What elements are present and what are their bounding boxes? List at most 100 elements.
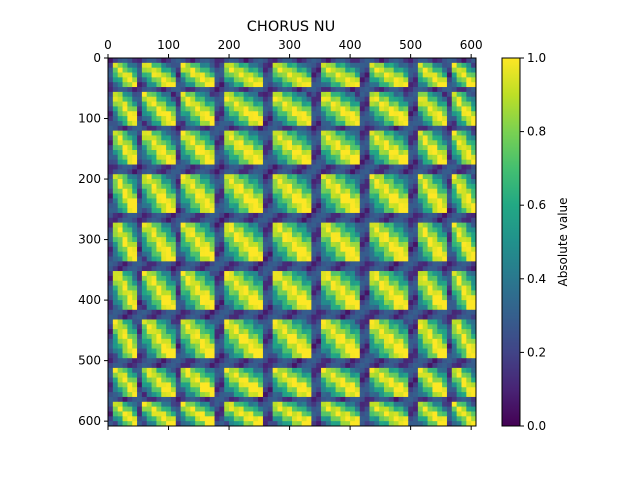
heatmap-cell	[132, 203, 138, 209]
heatmap-cell	[112, 300, 119, 306]
heatmap-cell	[243, 82, 249, 88]
heatmap-cell	[258, 256, 264, 262]
heatmap-cell	[258, 222, 264, 228]
heatmap-cell	[374, 106, 380, 112]
heatmap-cell	[233, 324, 240, 330]
heatmap-cell	[272, 358, 278, 364]
heatmap-cell	[151, 285, 157, 291]
heatmap-cell	[151, 300, 157, 306]
heatmap-cell	[364, 367, 370, 374]
heatmap-cell	[408, 135, 414, 141]
heatmap-cell	[262, 300, 269, 306]
heatmap-cell	[446, 101, 453, 107]
heatmap-cell	[413, 145, 419, 151]
heatmap-cell	[151, 329, 157, 335]
heatmap-cell	[466, 77, 472, 83]
heatmap-cell	[321, 82, 327, 88]
heatmap-cell	[451, 183, 458, 190]
heatmap-cell	[359, 237, 366, 243]
heatmap-cell	[301, 237, 307, 243]
heatmap-cell	[321, 188, 327, 194]
heatmap-cell	[325, 353, 332, 359]
heatmap-cell	[117, 140, 123, 146]
heatmap-cell	[146, 106, 152, 112]
heatmap-cell	[161, 150, 167, 156]
heatmap-cell	[146, 266, 152, 272]
heatmap-cell	[422, 179, 428, 185]
heatmap-cell	[456, 338, 462, 345]
heatmap-cell	[166, 188, 172, 194]
heatmap-cell	[369, 261, 375, 267]
heatmap-cell	[456, 237, 462, 243]
heatmap-cell	[359, 111, 366, 117]
heatmap-cell	[446, 300, 453, 306]
heatmap-cell	[243, 62, 249, 69]
heatmap-cell	[262, 343, 269, 349]
heatmap-cell	[195, 87, 201, 93]
heatmap-cell	[437, 62, 443, 69]
heatmap-cell	[398, 261, 404, 267]
heatmap-cell	[393, 261, 399, 267]
heatmap-cell	[403, 101, 409, 107]
heatmap-cell	[359, 140, 366, 146]
heatmap-cell	[422, 135, 428, 141]
heatmap-cell	[335, 251, 341, 257]
heatmap-cell	[229, 116, 235, 122]
heatmap-cell	[388, 154, 395, 161]
heatmap-cell	[112, 237, 119, 243]
heatmap-cell	[461, 266, 467, 272]
heatmap-cell	[456, 261, 462, 267]
heatmap-cell	[461, 363, 467, 369]
heatmap-cell	[185, 329, 191, 335]
heatmap-cell	[185, 367, 191, 374]
heatmap-cell	[156, 338, 162, 345]
heatmap-cell	[229, 174, 235, 180]
heatmap-cell	[127, 237, 133, 243]
heatmap-cell	[335, 183, 341, 190]
heatmap-cell	[311, 106, 317, 112]
heatmap-cell	[262, 348, 269, 354]
heatmap-cell	[151, 271, 157, 277]
heatmap-cell	[379, 227, 385, 233]
heatmap-cell	[403, 154, 409, 161]
heatmap-cell	[292, 72, 298, 78]
heatmap-cell	[170, 290, 177, 296]
heatmap-cell	[156, 58, 162, 64]
heatmap-cell	[141, 135, 148, 141]
heatmap-cell	[422, 212, 428, 219]
heatmap-cell	[122, 87, 128, 93]
heatmap-cell	[180, 212, 186, 219]
heatmap-cell	[117, 309, 123, 316]
heatmap-cell	[403, 217, 409, 224]
heatmap-cell	[209, 295, 215, 301]
heatmap-cell	[137, 212, 143, 219]
heatmap-cell	[282, 135, 288, 141]
heatmap-cell	[166, 111, 172, 117]
heatmap-cell	[214, 212, 220, 219]
heatmap-cell	[340, 140, 346, 146]
heatmap-cell	[141, 304, 148, 311]
heatmap-cell	[200, 372, 206, 378]
heatmap-cell	[112, 130, 119, 136]
heatmap-cell	[316, 208, 322, 214]
heatmap-cell	[282, 314, 288, 320]
heatmap-cell	[374, 72, 380, 78]
heatmap-cell	[446, 174, 453, 180]
heatmap-cell	[321, 358, 327, 364]
heatmap-cell	[204, 82, 211, 88]
heatmap-cell	[350, 232, 356, 238]
heatmap-cell	[190, 217, 196, 224]
heatmap-cell	[238, 183, 244, 190]
heatmap-cell	[292, 275, 298, 282]
heatmap-cell	[233, 300, 240, 306]
heatmap-cell	[272, 203, 278, 209]
heatmap-cell	[354, 193, 361, 199]
heatmap-cell	[422, 82, 428, 88]
heatmap-cell	[180, 246, 186, 253]
heatmap-cell	[161, 275, 167, 282]
heatmap-cell	[403, 314, 409, 320]
heatmap-cell	[408, 111, 414, 117]
heatmap-cell	[132, 324, 138, 330]
heatmap-cell	[446, 188, 453, 194]
heatmap-cell	[122, 208, 128, 214]
